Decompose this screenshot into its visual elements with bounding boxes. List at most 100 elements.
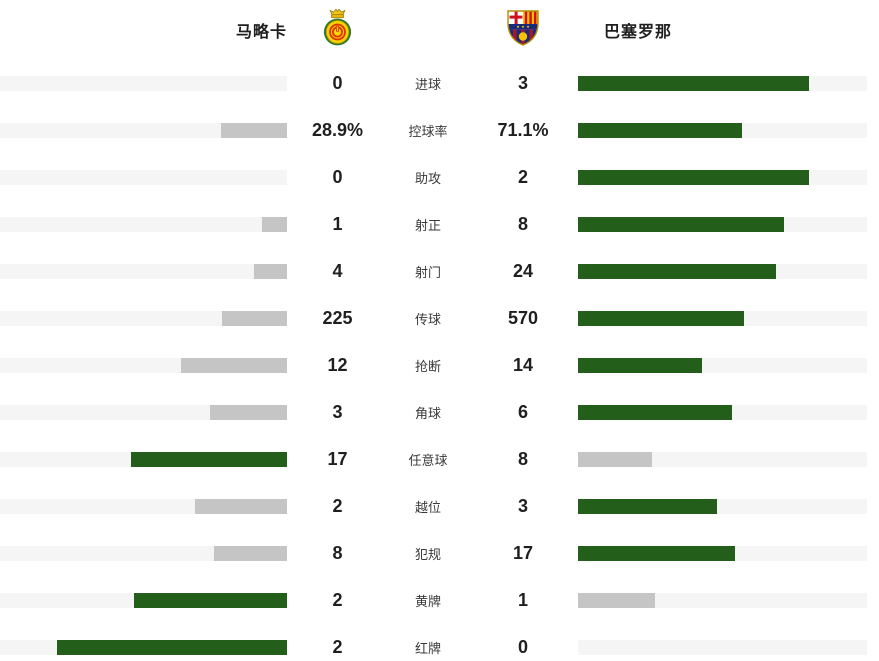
home-bar-fill xyxy=(57,640,287,655)
home-stat-value: 17 xyxy=(327,449,348,469)
home-stat-bar xyxy=(0,405,287,420)
stat-label: 传球 xyxy=(414,312,441,327)
away-stat-bar xyxy=(578,452,879,467)
away-stat-value: 570 xyxy=(507,308,539,328)
home-stat-bar xyxy=(0,264,287,279)
away-stat-bar xyxy=(578,499,879,514)
away-stat-value: 24 xyxy=(512,261,534,281)
away-bar-fill xyxy=(578,452,652,467)
home-stat-value: 4 xyxy=(332,261,343,281)
away-bar-fill xyxy=(578,499,717,514)
away-bar-fill xyxy=(578,405,733,420)
home-stat-bar xyxy=(0,593,287,608)
away-bar-track xyxy=(578,499,867,514)
home-bar-fill xyxy=(222,311,287,326)
home-stat-bar xyxy=(0,452,287,467)
home-stat-value: 8 xyxy=(332,543,343,563)
away-stat-value: 1 xyxy=(517,590,528,610)
stat-label: 抢断 xyxy=(414,359,441,374)
home-stat-bar xyxy=(0,123,287,138)
home-stat-bar xyxy=(0,640,287,655)
barcelona-crest-icon xyxy=(506,9,540,52)
home-bar-track xyxy=(0,264,287,279)
away-bar-track xyxy=(578,170,867,185)
home-stat-value: 225 xyxy=(322,308,353,328)
away-bar-track xyxy=(578,76,867,91)
away-team-crest-cell xyxy=(468,9,578,52)
home-team-name-cell: 马略卡 xyxy=(0,18,287,42)
home-bar-fill xyxy=(261,217,287,232)
stat-row-13: 2 红牌 0 xyxy=(0,624,879,661)
away-stat-bar xyxy=(578,123,879,138)
home-bar-fill xyxy=(220,123,287,138)
stat-label: 黄牌 xyxy=(414,594,441,609)
stat-row-11: 8 犯规 17 xyxy=(0,530,879,577)
stat-label: 越位 xyxy=(414,500,441,515)
away-bar-track xyxy=(578,123,867,138)
mallorca-crest-icon xyxy=(319,8,356,53)
home-bar-fill xyxy=(213,546,287,561)
away-stat-bar xyxy=(578,264,879,279)
stat-row-2: 28.9% 控球率 71.1% xyxy=(0,107,879,154)
stat-label: 助攻 xyxy=(414,171,441,186)
away-bar-track xyxy=(578,546,867,561)
away-stat-value: 14 xyxy=(512,355,534,375)
home-bar-fill xyxy=(130,452,287,467)
home-stat-value: 2 xyxy=(332,496,343,516)
stat-row-6: 225 传球 570 xyxy=(0,295,879,342)
home-stat-bar xyxy=(0,358,287,373)
away-stat-value: 8 xyxy=(517,214,528,234)
home-stat-bar xyxy=(0,217,287,232)
home-bar-fill xyxy=(254,264,287,279)
home-stat-value: 3 xyxy=(332,402,343,422)
stat-row-10: 2 越位 3 xyxy=(0,483,879,530)
home-stat-bar xyxy=(0,170,287,185)
stat-row-3: 0 助攻 2 xyxy=(0,154,879,201)
home-stat-value: 0 xyxy=(332,73,343,93)
home-bar-track xyxy=(0,170,287,185)
away-bar-fill xyxy=(578,170,810,185)
away-bar-fill xyxy=(578,217,784,232)
away-bar-fill xyxy=(578,593,656,608)
stat-row-4: 1 射正 8 xyxy=(0,201,879,248)
away-bar-track xyxy=(578,264,867,279)
away-bar-fill xyxy=(578,546,736,561)
away-stat-bar xyxy=(578,358,879,373)
stat-row-5: 4 射门 24 xyxy=(0,248,879,295)
away-stat-bar xyxy=(578,311,879,326)
home-bar-track xyxy=(0,358,287,373)
away-stat-value: 17 xyxy=(512,543,534,563)
home-team-crest-cell xyxy=(287,8,388,53)
away-stat-bar xyxy=(578,405,879,420)
away-bar-fill xyxy=(578,76,810,91)
away-bar-track xyxy=(578,593,867,608)
away-stat-bar xyxy=(578,640,879,655)
away-team-name-cell: 巴塞罗那 xyxy=(578,18,879,42)
away-team-name: 巴塞罗那 xyxy=(604,24,673,41)
stat-label: 控球率 xyxy=(408,124,448,139)
away-stat-value: 6 xyxy=(517,402,528,422)
home-bar-track xyxy=(0,123,287,138)
stat-row-7: 12 抢断 14 xyxy=(0,342,879,389)
home-stat-bar xyxy=(0,311,287,326)
away-stat-value: 0 xyxy=(517,637,528,657)
home-bar-track xyxy=(0,311,287,326)
away-bar-track xyxy=(578,358,867,373)
away-stat-value: 3 xyxy=(517,73,528,93)
home-bar-fill xyxy=(181,358,287,373)
match-header: 马略卡 xyxy=(0,0,879,60)
home-bar-track xyxy=(0,217,287,232)
away-stat-value: 71.1% xyxy=(497,120,549,140)
home-bar-track xyxy=(0,452,287,467)
stat-rows: 0 进球 3 28.9% 控球率 71.1% 0 助 xyxy=(0,60,879,661)
stat-label: 进球 xyxy=(414,77,441,92)
home-stat-value: 28.9% xyxy=(311,120,364,140)
stat-label: 犯规 xyxy=(414,547,441,562)
home-bar-fill xyxy=(195,499,287,514)
home-stat-value: 0 xyxy=(332,167,343,187)
away-bar-fill xyxy=(578,123,743,138)
away-bar-track xyxy=(578,405,867,420)
stat-row-1: 0 进球 3 xyxy=(0,60,879,107)
away-bar-fill xyxy=(578,264,777,279)
